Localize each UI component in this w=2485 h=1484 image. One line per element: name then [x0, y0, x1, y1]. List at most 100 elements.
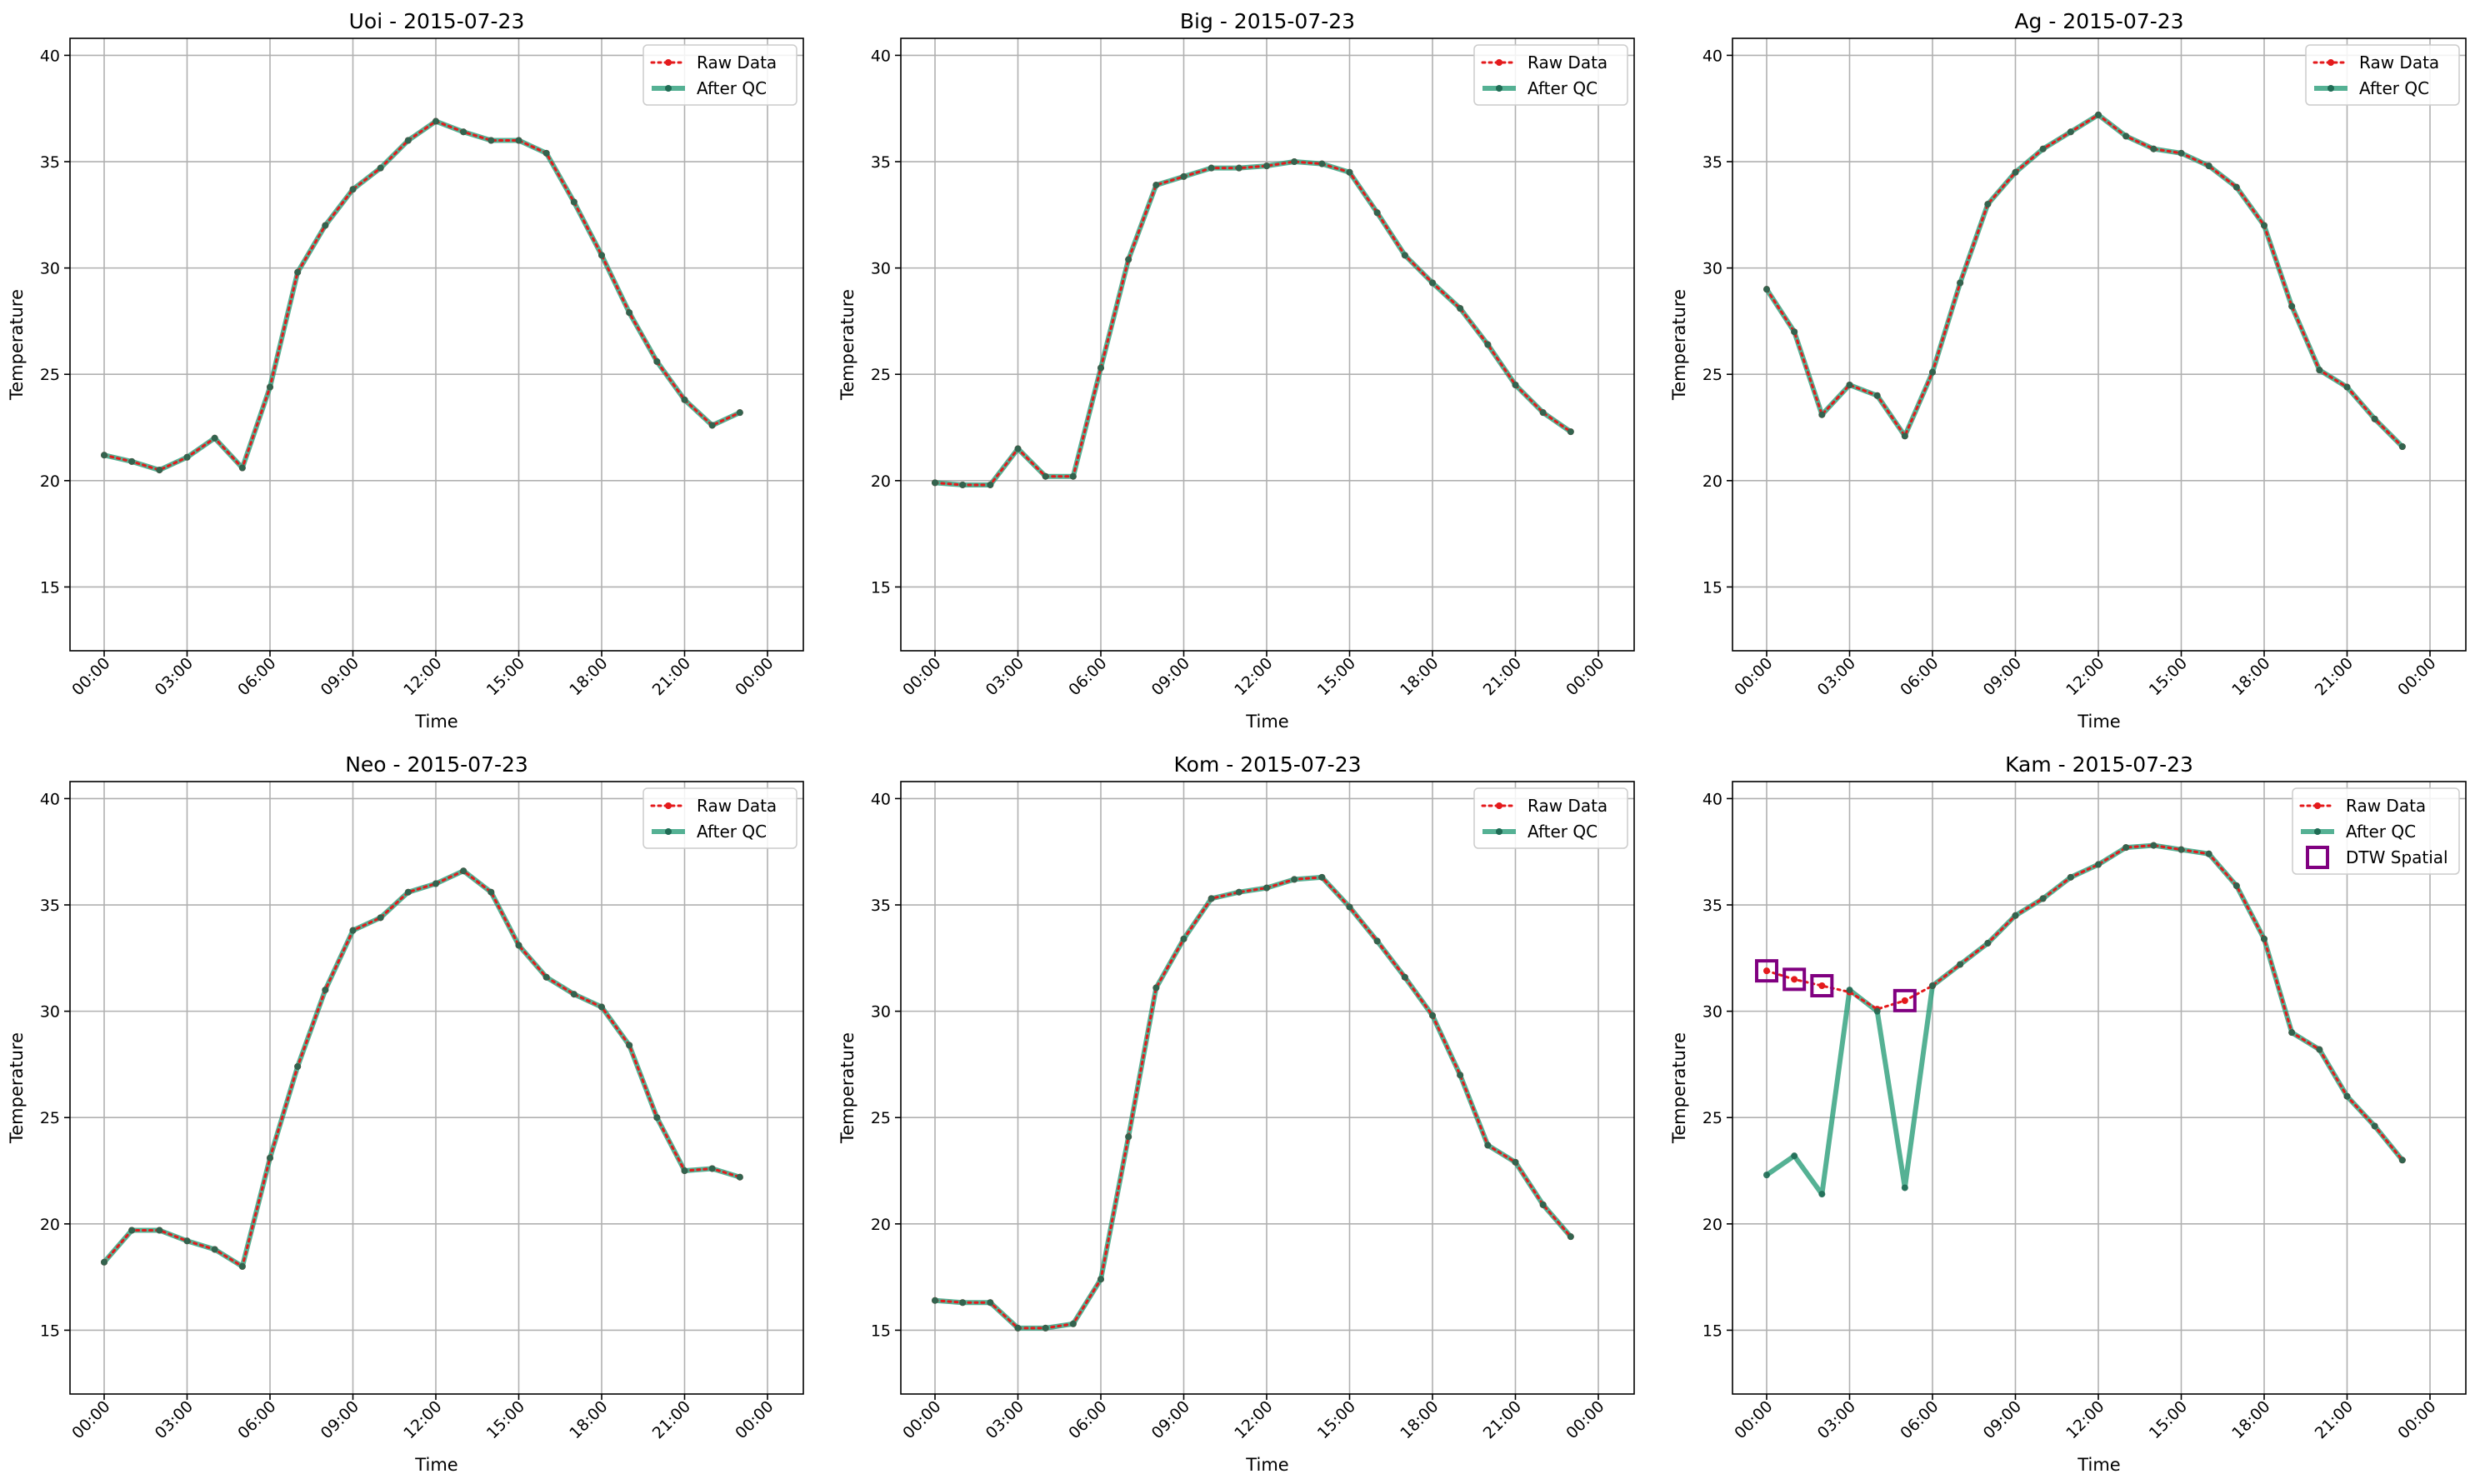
subplot-title: Kom - 2015-07-23 [1174, 752, 1362, 777]
legend-label: DTW Spatial [2346, 847, 2448, 867]
after-qc-point [1957, 961, 1964, 968]
x-tick-label: 06:00 [1897, 654, 1942, 699]
after-qc-point [1567, 1233, 1574, 1241]
x-tick-label: 15:00 [483, 654, 528, 699]
x-tick-label: 09:00 [1148, 654, 1193, 699]
after-qc-line [934, 159, 1572, 487]
after-qc-point [2316, 367, 2323, 374]
after-qc-point [1763, 1172, 1770, 1179]
y-tick-label: 40 [1702, 47, 1722, 65]
after-qc-point [2343, 383, 2351, 391]
after-qc-point [736, 1173, 743, 1181]
x-tick-label: 18:00 [1397, 1397, 1442, 1442]
legend-label: Raw Data [697, 52, 777, 72]
y-tick-label: 20 [40, 472, 60, 491]
after-qc-point [1346, 903, 1353, 911]
legend-raw-marker [2328, 59, 2334, 66]
legend: Raw Data After QC [1473, 44, 1628, 106]
x-tick-label: 21:00 [1480, 1397, 1525, 1442]
legend-box [2292, 787, 2460, 875]
x-axis-label: Time [414, 712, 458, 732]
after-qc-point [1791, 1152, 1798, 1160]
x-tick-label: 12:00 [1231, 1397, 1276, 1442]
x-axis-label: Time [2077, 712, 2120, 732]
after-qc-point [1539, 409, 1547, 417]
after-qc-point [1373, 209, 1381, 217]
after-qc-point [932, 1297, 938, 1304]
after-qc-point [2288, 1029, 2296, 1037]
x-tick-label: 21:00 [2312, 654, 2357, 699]
after-qc-point [653, 357, 661, 365]
y-tick-label: 35 [871, 897, 891, 915]
after-qc-point [598, 1003, 605, 1011]
after-qc-point [2095, 861, 2102, 868]
after-qc-point [2205, 850, 2212, 857]
subplot-4: 15 20 25 30 35 40 00:00 03:00 06:00 09:00 12:00 15:… [7, 752, 804, 1475]
raw-data-point [1763, 967, 1770, 975]
y-axis-label: Temperature [7, 1032, 27, 1144]
after-qc-point [238, 464, 246, 472]
axes-frame [1732, 37, 2467, 652]
after-qc-point [542, 973, 550, 981]
subplot-title: Kam - 2015-07-23 [2005, 752, 2193, 777]
x-tick-label: 03:00 [982, 654, 1028, 699]
after-qc-point [460, 128, 468, 136]
after-qc-point [1180, 172, 1188, 180]
after-qc-point [1457, 305, 1464, 312]
legend-raw-marker [1496, 59, 1502, 66]
axes-frame [69, 37, 804, 652]
x-tick-label: 00:00 [1731, 1397, 1776, 1442]
y-axis-label: Temperature [7, 289, 27, 401]
x-tick-label: 03:00 [1814, 1397, 1859, 1442]
after-qc-point [515, 137, 522, 144]
after-qc-point [1429, 279, 1436, 287]
after-qc-point [1791, 328, 1798, 336]
after-qc-point [2288, 302, 2296, 310]
dtw-spatial-marker [1782, 967, 1807, 992]
raw-data-line [1765, 113, 2404, 448]
after-qc-point [1401, 973, 1408, 981]
raw-data-point [1901, 997, 1908, 1004]
y-tick-label: 15 [1702, 578, 1722, 597]
after-qc-point [2371, 1122, 2378, 1130]
x-tick-label: 00:00 [2394, 654, 2439, 699]
legend-raw-marker [665, 802, 672, 809]
y-tick-label: 20 [1702, 472, 1722, 491]
after-qc-point [932, 479, 938, 487]
after-qc-point [1235, 888, 1242, 896]
legend-raw-marker [665, 59, 672, 66]
after-qc-line [1765, 842, 2405, 1197]
x-tick-label: 00:00 [899, 654, 944, 699]
legend-label: Raw Data [2346, 796, 2426, 816]
after-qc-point [183, 1237, 191, 1245]
after-qc-point [1929, 368, 1936, 376]
after-qc-point [1014, 445, 1022, 452]
legend-label: Raw Data [2359, 52, 2439, 72]
after-qc-point [1429, 1012, 1436, 1019]
subplot-2: 15 20 25 30 35 40 00:00 03:00 06:00 09:00 12:00 15:… [838, 9, 1635, 732]
after-qc-point [1263, 162, 1270, 170]
after-qc-point [2122, 844, 2130, 852]
after-qc-point [2150, 842, 2158, 849]
legend: Raw Data After QC [2305, 44, 2460, 106]
x-tick-label: 06:00 [1065, 1397, 1110, 1442]
x-tick-label: 09:00 [1980, 1397, 2025, 1442]
y-tick-label: 15 [40, 578, 60, 597]
y-tick-label: 25 [40, 366, 60, 384]
x-tick-label: 00:00 [899, 1397, 944, 1442]
x-tick-label: 21:00 [1480, 654, 1525, 699]
after-qc-point [1208, 895, 1215, 902]
after-qc-point [2122, 132, 2130, 140]
legend-dtw-marker [2306, 846, 2329, 869]
after-qc-line [1764, 112, 2404, 449]
after-qc-point [708, 1165, 716, 1172]
y-tick-label: 15 [871, 1322, 891, 1340]
y-tick-label: 25 [40, 1109, 60, 1127]
after-qc-point [1152, 984, 1160, 992]
after-qc-point [1846, 381, 1853, 388]
after-qc-point [183, 453, 191, 461]
after-qc-point [322, 222, 329, 229]
subplot-title: Neo - 2015-07-23 [345, 752, 528, 777]
after-qc-point [294, 268, 302, 276]
